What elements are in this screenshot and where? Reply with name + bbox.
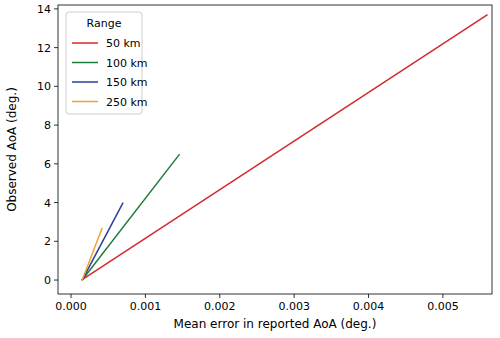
plot-frame: [58, 5, 492, 294]
y-axis-label: Observed AoA (deg.): [5, 87, 19, 212]
series-line: [82, 154, 179, 280]
x-tick: [294, 294, 295, 298]
legend-label: 100 km: [106, 57, 148, 70]
y-tick: [54, 125, 58, 126]
x-tick-label: 0.005: [427, 300, 459, 313]
legend-swatch: [72, 101, 98, 103]
legend-swatch: [72, 42, 98, 44]
y-tick-label: 6: [44, 158, 51, 171]
y-tick-label: 0: [44, 274, 51, 287]
y-tick-label: 2: [44, 235, 51, 248]
chart-container: 0.000 0.001 0.002 0.003 0.004 0.005 0 2 4 6 8 10 12 1…: [0, 0, 500, 338]
y-tick: [54, 241, 58, 242]
y-tick-label: 14: [37, 3, 51, 16]
legend-label: 150 km: [106, 76, 148, 89]
y-tick-label: 10: [37, 80, 51, 93]
legend-swatch: [72, 81, 98, 83]
legend-label: 50 km: [106, 37, 141, 50]
series-line: [82, 203, 123, 280]
x-tick-label: 0.001: [130, 300, 162, 313]
x-tick: [368, 294, 369, 298]
series-line: [82, 228, 102, 280]
x-tick: [145, 294, 146, 298]
x-tick-label: 0.003: [278, 300, 310, 313]
y-tick-label: 8: [44, 119, 51, 132]
y-tick: [54, 202, 58, 203]
y-tick: [54, 163, 58, 164]
x-axis-label: Mean error in reported AoA (deg.): [174, 317, 377, 331]
y-tick: [54, 8, 58, 9]
x-tick-label: 0.004: [353, 300, 385, 313]
legend-label: 250 km: [106, 96, 148, 109]
x-tick: [442, 294, 443, 298]
x-tick-label: 0.000: [55, 300, 87, 313]
legend-swatch: [72, 62, 98, 64]
x-tick: [71, 294, 72, 298]
y-tick-label: 4: [44, 197, 51, 210]
y-tick: [54, 86, 58, 87]
chart-svg: 0.000 0.001 0.002 0.003 0.004 0.005 0 2 4 6 8 10 12 1…: [0, 0, 500, 338]
x-tick-label: 0.002: [204, 300, 236, 313]
legend: Range 50 km 100 km 150 km 250 km: [66, 12, 148, 114]
y-tick: [54, 280, 58, 281]
y-tick-label: 12: [37, 42, 51, 55]
y-tick: [54, 47, 58, 48]
legend-title: Range: [87, 17, 122, 30]
page: {"chart_data": { "type": "line", "x_labe…: [0, 0, 500, 338]
x-tick: [219, 294, 220, 298]
